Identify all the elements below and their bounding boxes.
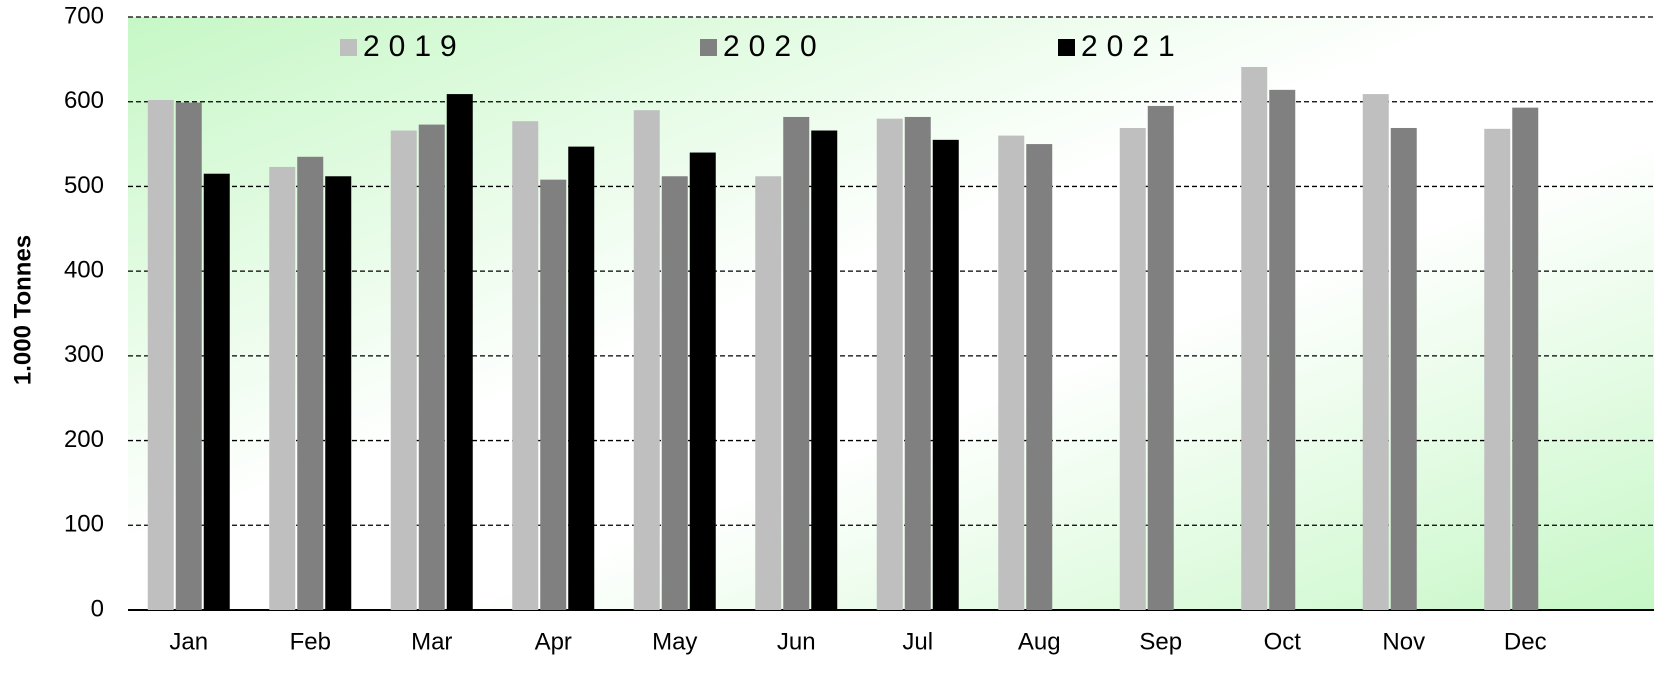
legend-label: 2019 [363,30,466,63]
x-tick-label: May [652,628,697,655]
x-tick-label: Dec [1504,628,1547,655]
y-tick-label: 700 [64,2,104,29]
bar [904,116,931,610]
bar [1241,66,1268,610]
bar [1269,89,1296,610]
bar [932,139,959,611]
bar [175,102,202,610]
bar [512,121,539,610]
x-tick-label: Aug [1018,628,1061,655]
legend-label: 2021 [1081,30,1184,63]
x-tick-label: Feb [290,628,331,655]
bar [661,176,688,610]
bar [540,179,567,610]
y-tick-label: 600 [64,87,104,114]
x-tick-label: Apr [535,628,572,655]
x-tick-label: Sep [1139,628,1182,655]
bar [418,124,445,610]
bar [147,100,174,611]
y-axis-title: 1.000 Tonnes [9,235,36,385]
bar [568,146,595,610]
x-tick-label: Mar [411,628,452,655]
y-tick-label: 400 [64,256,104,283]
bar [1512,107,1539,610]
bar [203,173,230,610]
x-tick-label: Jun [777,628,816,655]
legend-swatch [700,39,717,56]
legend-swatch [340,39,357,56]
bar [1119,127,1146,611]
bar [1147,105,1174,610]
legend-swatch [1058,39,1075,56]
bar [998,135,1025,610]
bar [1484,128,1511,610]
y-tick-label: 100 [64,511,104,538]
y-tick-label: 300 [64,341,104,368]
x-tick-label: Jul [902,628,933,655]
bar [689,152,716,611]
bar [297,156,324,610]
bar [269,166,296,611]
bar [811,130,838,610]
x-tick-label: Oct [1264,628,1302,655]
x-tick-label: Jan [169,628,208,655]
y-tick-label: 0 [91,595,104,622]
legend-label: 2020 [723,30,826,63]
x-tick-label: Nov [1382,628,1425,655]
y-tick-label: 200 [64,426,104,453]
bar [876,118,903,611]
bar [390,130,417,610]
bar [783,116,810,610]
bar [446,94,473,611]
bar [1026,144,1053,611]
bar [755,176,782,610]
bar [1390,127,1417,611]
bar [325,176,352,610]
y-tick-label: 500 [64,172,104,199]
bar [1362,94,1389,611]
bar [633,110,660,610]
